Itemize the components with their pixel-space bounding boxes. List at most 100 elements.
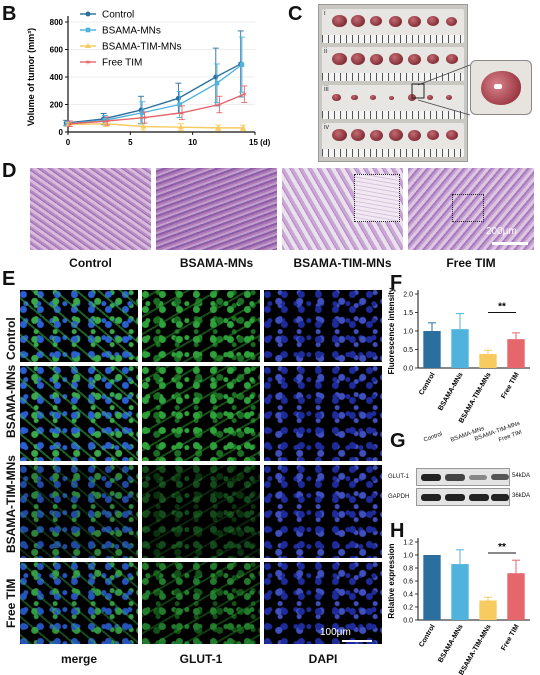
g-lane-label-control: Control bbox=[423, 431, 444, 444]
he-scale-bar bbox=[492, 242, 528, 245]
fluor-texture bbox=[142, 562, 260, 644]
data-point bbox=[239, 62, 245, 67]
he-inset-box-2 bbox=[452, 194, 484, 222]
fluor-texture-overlay bbox=[142, 290, 260, 362]
tumor-specimen bbox=[389, 15, 402, 27]
x-tick-label: 0 bbox=[66, 138, 71, 147]
data-point bbox=[139, 110, 145, 116]
fluor-image-bsama-mns-glut-1 bbox=[142, 366, 260, 461]
panel-label-f: F bbox=[390, 272, 403, 294]
tumor-specimen bbox=[446, 95, 452, 101]
fluor-texture-overlay bbox=[142, 366, 260, 461]
panel-g-western-blot: Control BSAMA-MNs BSAMA-TIM-MNs Free TIM… bbox=[388, 421, 538, 522]
bar-1 bbox=[451, 564, 469, 620]
chart-b-tumor-volume: 0 200 400 600 800 0 5 10 15 (d) Volume of tumor (… bbox=[26, 10, 271, 148]
panel-label-b: B bbox=[2, 3, 17, 25]
fluor-image-free-tim-merge bbox=[20, 562, 138, 644]
series-line-2 bbox=[68, 123, 244, 129]
fluor-image-free-tim-dapi bbox=[264, 562, 382, 644]
y-tick-label: 0.6 bbox=[403, 579, 413, 586]
bar-1 bbox=[451, 329, 469, 368]
chart-f-fluorescence: 0.0 0.5 1.0 1.5 2.0 Fluorescence intensity Con… bbox=[387, 287, 530, 425]
fluor-texture bbox=[142, 465, 260, 558]
chart-h-relative-expression: 0.0 0.2 0.4 0.6 0.8 1.0 1.2 Relative expression… bbox=[387, 538, 530, 675]
ruler-strip bbox=[322, 73, 464, 81]
y-tick-label: 0.2 bbox=[403, 605, 413, 612]
fluor-image-control-dapi bbox=[264, 290, 382, 362]
x-tick-label: BSAMA-TIM-MNs bbox=[458, 371, 493, 424]
y-tick-label: 0.0 bbox=[403, 366, 413, 373]
y-tick-label: 1.0 bbox=[403, 329, 413, 336]
e-row-label-bsama-mns: BSAMA-MNs bbox=[4, 364, 18, 438]
zoomed-tumor-photo bbox=[470, 60, 532, 115]
tumor-specimen bbox=[370, 53, 383, 65]
bar-2 bbox=[479, 600, 497, 620]
data-point bbox=[140, 123, 147, 129]
fluor-image-control-glut-1 bbox=[142, 290, 260, 362]
data-point bbox=[213, 74, 219, 80]
series-line-3 bbox=[69, 93, 245, 125]
significance-label: ** bbox=[498, 302, 506, 313]
x-tick-label: 10 bbox=[188, 138, 197, 147]
e-row-label-bsama-tim-mns: BSAMA-TIM-MNs bbox=[4, 455, 18, 553]
legend-label: BSAMA-MNs bbox=[102, 26, 161, 37]
data-point bbox=[177, 124, 184, 130]
tumor-row-label: iii bbox=[324, 86, 329, 93]
tumor-specimen bbox=[427, 54, 439, 65]
panel-label-d: D bbox=[2, 160, 17, 182]
bar-0 bbox=[423, 331, 441, 368]
fluor-texture bbox=[20, 465, 138, 558]
y-tick-label: 800 bbox=[50, 18, 64, 27]
y-axis-label: Relative expression bbox=[387, 543, 396, 618]
y-tick-label: 600 bbox=[50, 46, 64, 55]
tumor-specimen bbox=[446, 130, 458, 141]
x-tick-label: Control bbox=[418, 623, 437, 648]
legend-marker: ✶ bbox=[85, 58, 92, 67]
x-tick-label: 5 bbox=[128, 138, 133, 147]
tumor-specimen bbox=[408, 129, 421, 141]
tumor-specimen bbox=[332, 14, 347, 28]
tumor-specimen bbox=[408, 53, 421, 65]
series-line-0 bbox=[66, 63, 242, 124]
fluor-image-free-tim-glut-1 bbox=[142, 562, 260, 644]
data-point bbox=[177, 102, 182, 107]
panel-c-tumor-photos: i ii iii iv bbox=[318, 4, 468, 162]
tumor-photo-row-i: i bbox=[322, 9, 464, 43]
x-tick-label: Free TIM bbox=[500, 371, 521, 400]
data-point bbox=[102, 118, 108, 123]
x-tick-label: BSAMA-MNs bbox=[437, 371, 465, 412]
he-caption-bsama-tim-mns: BSAMA-TIM-MNs bbox=[293, 256, 392, 270]
tumor-photo-row-iv: iv bbox=[322, 123, 464, 157]
tumor-specimen bbox=[389, 53, 403, 65]
tumor-specimen bbox=[351, 94, 358, 101]
fluor-texture-overlay bbox=[20, 562, 138, 644]
data-point bbox=[240, 124, 247, 130]
fluor-image-bsama-mns-merge bbox=[20, 366, 138, 461]
data-point: ✶ bbox=[216, 101, 223, 110]
legend-marker bbox=[85, 43, 91, 48]
ruler-strip bbox=[322, 111, 464, 119]
fluor-texture bbox=[264, 562, 382, 644]
tumor-specimen bbox=[351, 15, 365, 27]
tumor-specimen bbox=[446, 16, 457, 26]
tumor-specimen bbox=[427, 130, 439, 141]
tumor-specimen bbox=[370, 95, 376, 101]
bar-3 bbox=[507, 339, 525, 368]
tumor-specimen bbox=[408, 15, 421, 27]
x-tick-label: BSAMA-TIM-MNs bbox=[458, 623, 493, 675]
fluor-image-bsama-tim-mns-glut-1 bbox=[142, 465, 260, 558]
tumor-specimen bbox=[389, 129, 403, 141]
he-image-free-tim: 200μm bbox=[408, 168, 534, 250]
g-band-size-glut1: 54kDA bbox=[512, 473, 531, 479]
bar-3 bbox=[507, 573, 525, 620]
fluor-texture-overlay bbox=[20, 290, 138, 362]
panel-label-h: H bbox=[390, 520, 405, 542]
y-tick-label: 0 bbox=[59, 128, 64, 137]
y-axis-label: Fluorescence intensity bbox=[387, 287, 396, 374]
y-tick-label: 0.0 bbox=[403, 618, 413, 625]
y-tick-label: 0.5 bbox=[403, 347, 413, 354]
e-row-label-free-tim: Free TIM bbox=[4, 578, 18, 628]
g-band-size-gapdh: 36kDA bbox=[512, 493, 531, 499]
g-blot-gapdh bbox=[416, 488, 510, 506]
tumor-specimen bbox=[446, 54, 458, 65]
